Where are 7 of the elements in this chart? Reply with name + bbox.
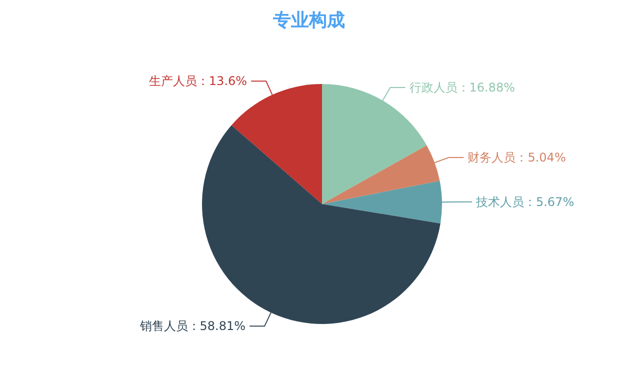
slice-label: 销售人员：58.81% xyxy=(138,319,246,334)
pie-slice xyxy=(231,84,322,204)
slice-label: 技术人员：5.67% xyxy=(474,194,574,209)
slice-label: 行政人员：16.88% xyxy=(409,80,516,95)
slice-label: 财务人员：5.04% xyxy=(468,150,566,164)
slice-label: 生产人员：13.6% xyxy=(148,74,248,88)
chart-title: 专业构成 xyxy=(272,9,346,32)
